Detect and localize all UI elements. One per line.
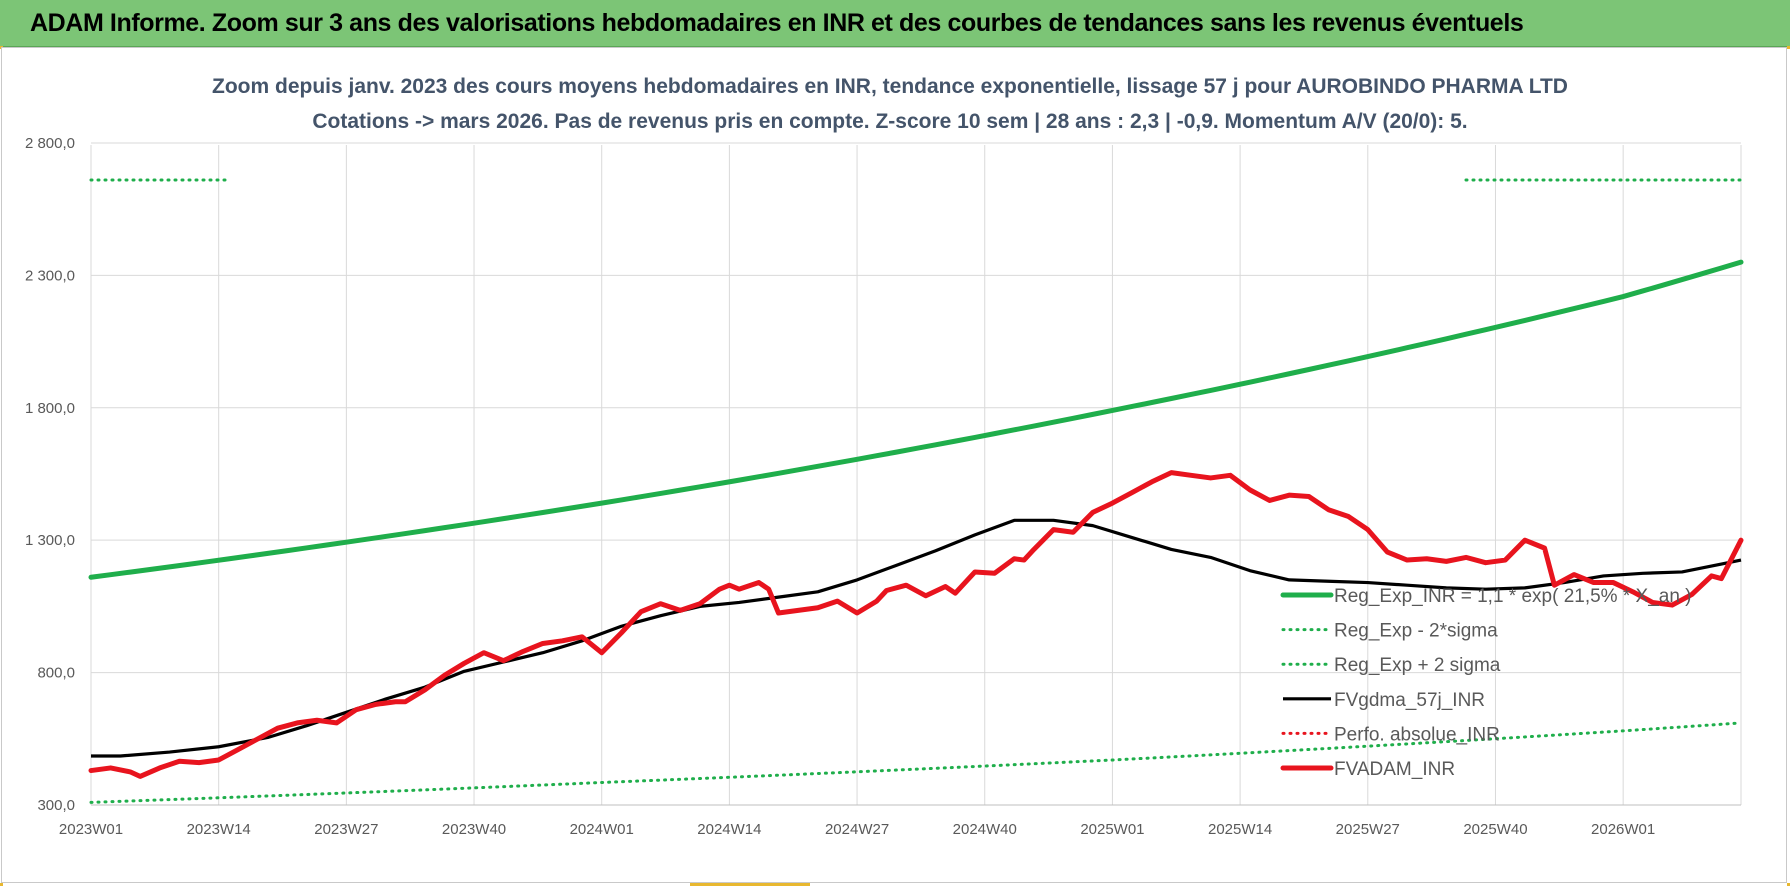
corner-accent (1787, 46, 1790, 49)
x-tick-label: 2025W01 (1080, 821, 1144, 838)
page-title: ADAM Informe. Zoom sur 3 ans des valoris… (30, 9, 1524, 37)
y-tick-label: 2 800,0 (25, 135, 75, 152)
series-line-5 (88, 470, 1744, 779)
header-banner: ADAM Informe. Zoom sur 3 ans des valoris… (0, 0, 1790, 47)
legend-label-2: Reg_Exp + 2 sigma (1334, 655, 1501, 676)
series-line-0 (88, 259, 1744, 580)
x-tick-label: 2024W40 (953, 821, 1017, 838)
x-axis: 2023W01 2023W14 2023W27 2023W40 2024W01 2024W… (59, 821, 1655, 838)
x-tick-label: 2026W01 (1591, 821, 1655, 838)
x-tick-label: 2024W14 (697, 821, 761, 838)
legend-label-5: FVADAM_INR (1334, 759, 1455, 780)
x-tick-label: 2023W40 (442, 821, 506, 838)
grid (90, 142, 1742, 806)
x-tick-label: 2024W01 (570, 821, 634, 838)
x-tick-label: 2025W14 (1208, 821, 1272, 838)
y-axis: 300,0 800,0 1 300,0 1 800,0 2 300,0 2 800,0 (25, 135, 75, 814)
y-tick-label: 1 800,0 (25, 400, 75, 417)
x-tick-label: 2023W01 (59, 821, 123, 838)
chart-subtitle-line1: Zoom depuis janv. 2023 des cours moyens … (212, 75, 1568, 98)
y-tick-label: 1 300,0 (25, 532, 75, 549)
y-tick-label: 800,0 (37, 665, 75, 682)
legend-label-1: Reg_Exp - 2*sigma (1334, 621, 1498, 642)
legend-label-4: Perfo. absolue_INR (1334, 724, 1500, 745)
corner-accent (1787, 883, 1790, 886)
chart-subtitle-line2: Cotations -> mars 2026. Pas de revenus p… (312, 110, 1467, 133)
x-tick-label: 2023W14 (187, 821, 251, 838)
y-tick-label: 2 300,0 (25, 267, 75, 284)
x-tick-label: 2024W27 (825, 821, 889, 838)
legend-label-0: Reg_Exp_INR = 1,1 * exp( 21,5% * X_an ) (1334, 586, 1692, 607)
series-line-1 (89, 721, 1743, 804)
series-line-3 (91, 518, 1742, 758)
legend: Reg_Exp_INR = 1,1 * exp( 21,5% * X_an ) R… (1280, 586, 1692, 780)
x-tick-label: 2025W27 (1336, 821, 1400, 838)
corner-accent (0, 883, 3, 886)
x-tick-label: 2023W27 (314, 821, 378, 838)
series-group (88, 178, 1744, 804)
corner-accent (690, 883, 810, 886)
legend-label-3: FVgdma_57j_INR (1334, 690, 1485, 711)
chart-frame (1, 47, 1787, 883)
x-tick-label: 2025W40 (1463, 821, 1527, 838)
y-tick-label: 300,0 (37, 797, 75, 814)
